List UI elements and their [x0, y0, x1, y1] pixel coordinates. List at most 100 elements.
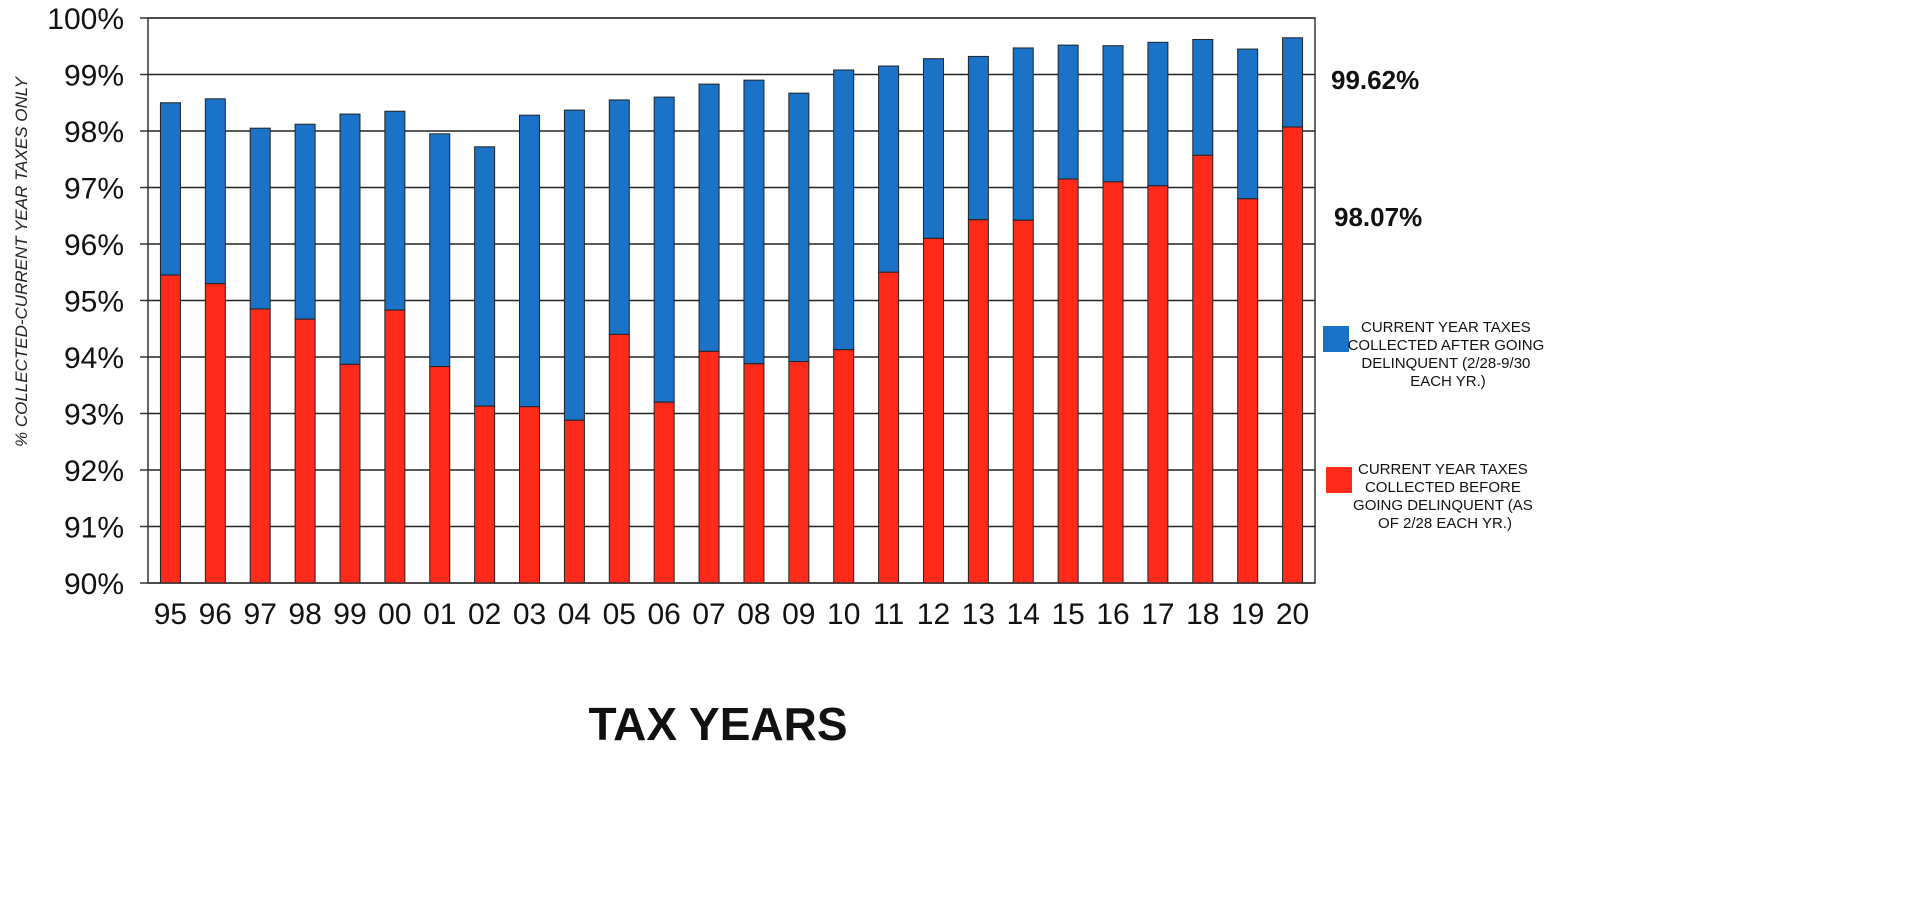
bar-after-13	[967, 55, 989, 221]
y-tick-label: 100%	[47, 3, 124, 36]
y-tick-label: 99%	[64, 60, 124, 93]
x-tick-label: 99	[333, 598, 366, 631]
bar-after-03	[519, 114, 541, 408]
bar-after-05	[608, 99, 630, 335]
bar-before-00	[384, 309, 406, 584]
x-tick-label: 09	[782, 598, 815, 631]
bar-before-06	[653, 401, 675, 584]
bar-after-14	[1012, 47, 1034, 221]
x-tick-label: 05	[603, 598, 636, 631]
bar-before-96	[204, 283, 226, 584]
y-tick-label: 95%	[64, 286, 124, 319]
bar-after-08	[743, 79, 765, 365]
bar-after-09	[788, 92, 810, 363]
y-tick-label: 91%	[64, 512, 124, 545]
x-axis-label: TAX YEARS	[588, 698, 847, 750]
bar-after-98	[294, 123, 316, 320]
bar-after-16	[1102, 45, 1124, 183]
bar-after-02	[474, 146, 496, 407]
x-tick-label: 15	[1051, 598, 1084, 631]
x-tick-label: 00	[378, 598, 411, 631]
x-tick-label: 16	[1096, 598, 1129, 631]
y-tick-label: 96%	[64, 229, 124, 262]
bar-before-95	[159, 274, 181, 584]
bar-before-16	[1102, 181, 1124, 584]
bar-before-19	[1237, 198, 1259, 584]
x-tick-label: 17	[1141, 598, 1174, 631]
bar-before-07	[698, 350, 720, 584]
y-tick-label: 92%	[64, 455, 124, 488]
bar-before-99	[339, 363, 361, 584]
x-tick-label: 95	[154, 598, 187, 631]
x-tick-label: 12	[917, 598, 950, 631]
bar-before-17	[1147, 185, 1169, 584]
bar-after-19	[1237, 48, 1259, 200]
bar-before-98	[294, 318, 316, 584]
x-tick-label: 07	[692, 598, 725, 631]
x-tick-label: 97	[244, 598, 277, 631]
bar-before-11	[878, 271, 900, 584]
x-tick-label: 10	[827, 598, 860, 631]
bar-after-15	[1057, 44, 1079, 180]
y-tick-label: 94%	[64, 342, 124, 375]
legend-swatch-before	[1326, 467, 1352, 493]
bar-before-08	[743, 363, 765, 584]
bar-before-15	[1057, 178, 1079, 584]
x-tick-label: 19	[1231, 598, 1264, 631]
bar-after-00	[384, 110, 406, 311]
x-tick-label: 03	[513, 598, 546, 631]
bar-before-01	[429, 366, 451, 584]
bar-after-96	[204, 98, 226, 285]
bar-before-10	[833, 349, 855, 584]
x-axis-ticks: 95 96 97 98 99 00 01 02 03 04 05 06 07 08 09 10 11 12 13 14…	[154, 598, 1309, 631]
bar-after-06	[653, 96, 675, 403]
x-tick-label: 08	[737, 598, 770, 631]
bar-before-13	[967, 219, 989, 584]
bar-before-04	[563, 419, 585, 584]
x-tick-label: 06	[647, 598, 680, 631]
bar-after-04	[563, 109, 585, 421]
x-tick-label: 98	[288, 598, 321, 631]
bar-after-99	[339, 113, 361, 365]
bar-before-05	[608, 333, 630, 584]
bar-after-95	[159, 102, 181, 276]
y-axis-label: % COLLECTED-CURRENT YEAR TAXES ONLY	[12, 75, 31, 447]
x-tick-label: 14	[1007, 598, 1040, 631]
x-tick-label: 11	[873, 598, 904, 631]
legend-label-before: CURRENT YEAR TAXES COLLECTED BEFORE GOIN…	[1353, 461, 1537, 532]
x-tick-label: 13	[962, 598, 995, 631]
bars	[159, 37, 1304, 584]
y-tick-label: 98%	[64, 116, 124, 149]
x-tick-label: 20	[1276, 598, 1309, 631]
legend: CURRENT YEAR TAXES COLLECTED AFTER GOING…	[1323, 319, 1549, 532]
x-tick-label: 96	[199, 598, 232, 631]
x-tick-label: 01	[423, 598, 456, 631]
gridlines	[148, 17, 1315, 584]
y-axis-ticks: 90% 91% 92% 93% 94% 95% 96% 97% 98% 99% 100%	[47, 3, 148, 601]
callout-before-latest: 98.07%	[1334, 202, 1422, 232]
bar-before-14	[1012, 219, 1034, 584]
bar-after-10	[833, 69, 855, 351]
bar-after-17	[1147, 41, 1169, 187]
y-tick-label: 90%	[64, 568, 124, 601]
bar-before-18	[1192, 154, 1214, 584]
legend-label-after: CURRENT YEAR TAXES COLLECTED AFTER GOING…	[1348, 319, 1549, 390]
bar-before-12	[922, 237, 944, 584]
bar-before-97	[249, 308, 271, 584]
x-tick-label: 18	[1186, 598, 1219, 631]
bar-before-09	[788, 361, 810, 584]
x-tick-label: 04	[558, 598, 591, 631]
bar-after-97	[249, 127, 271, 310]
bar-after-20	[1282, 37, 1304, 128]
callout-total-latest: 99.62%	[1331, 65, 1419, 95]
bar-before-20	[1282, 126, 1304, 584]
bar-before-03	[519, 406, 541, 584]
bar-before-02	[474, 405, 496, 584]
bar-after-07	[698, 83, 720, 352]
legend-swatch-after	[1323, 326, 1349, 352]
bar-after-12	[922, 58, 944, 239]
bar-after-11	[878, 65, 900, 273]
y-tick-label: 93%	[64, 399, 124, 432]
bar-after-18	[1192, 38, 1214, 156]
